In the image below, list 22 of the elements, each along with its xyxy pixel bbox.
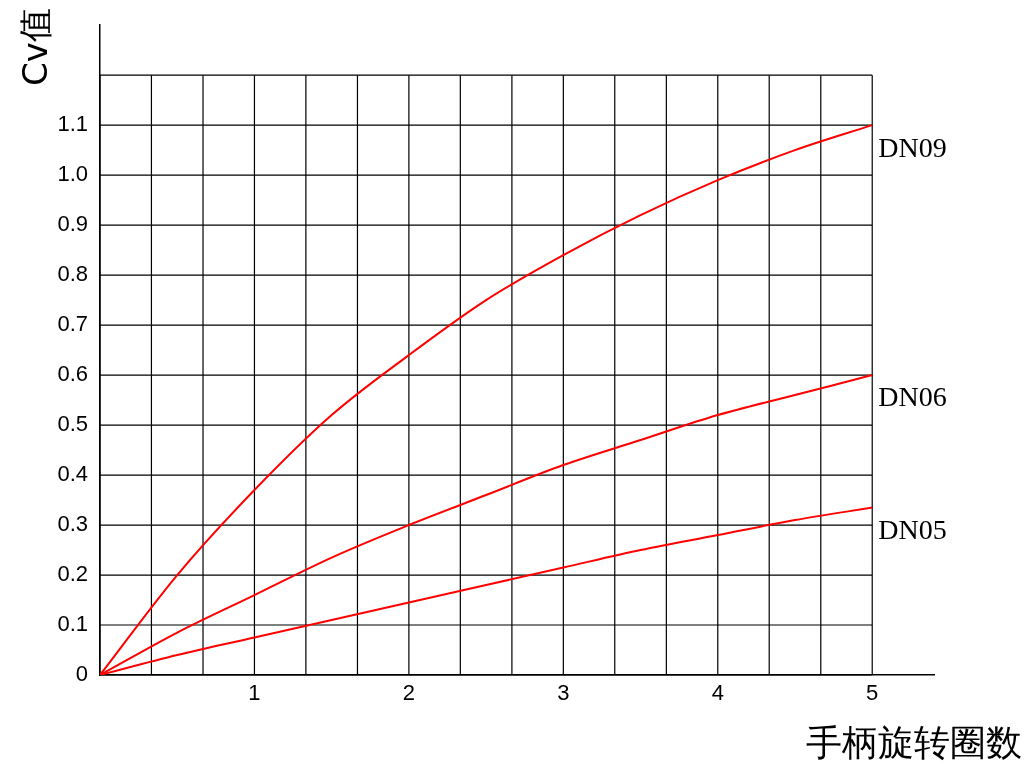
x-tick-label: 3	[557, 680, 570, 706]
y-tick-label: 0.3	[57, 511, 88, 537]
x-tick-label: 5	[866, 680, 879, 706]
y-tick-label: 0.7	[57, 311, 88, 337]
series-label: DN05	[878, 513, 947, 545]
y-tick-label: 0.6	[57, 361, 88, 387]
x-axis-title: 手柄旋转圈数	[806, 722, 1022, 764]
x-tick-label: 4	[711, 680, 724, 706]
y-tick-label: 0.5	[57, 411, 88, 437]
series-label: DN06	[878, 381, 947, 413]
y-tick-label: 0.1	[57, 611, 88, 637]
y-tick-label: 0.9	[57, 211, 88, 237]
y-tick-label: 0	[75, 661, 88, 687]
y-tick-label: 0.8	[57, 261, 88, 287]
y-axis-title: Cv值	[14, 8, 55, 86]
y-tick-label: 0.4	[57, 461, 88, 487]
x-tick-label: 1	[248, 680, 261, 706]
y-tick-label: 1.0	[57, 161, 88, 187]
x-tick-label: 2	[402, 680, 416, 706]
y-tick-label: 0.2	[57, 561, 88, 587]
y-tick-label: 1.1	[57, 111, 88, 137]
series-label: DN09	[878, 131, 947, 163]
